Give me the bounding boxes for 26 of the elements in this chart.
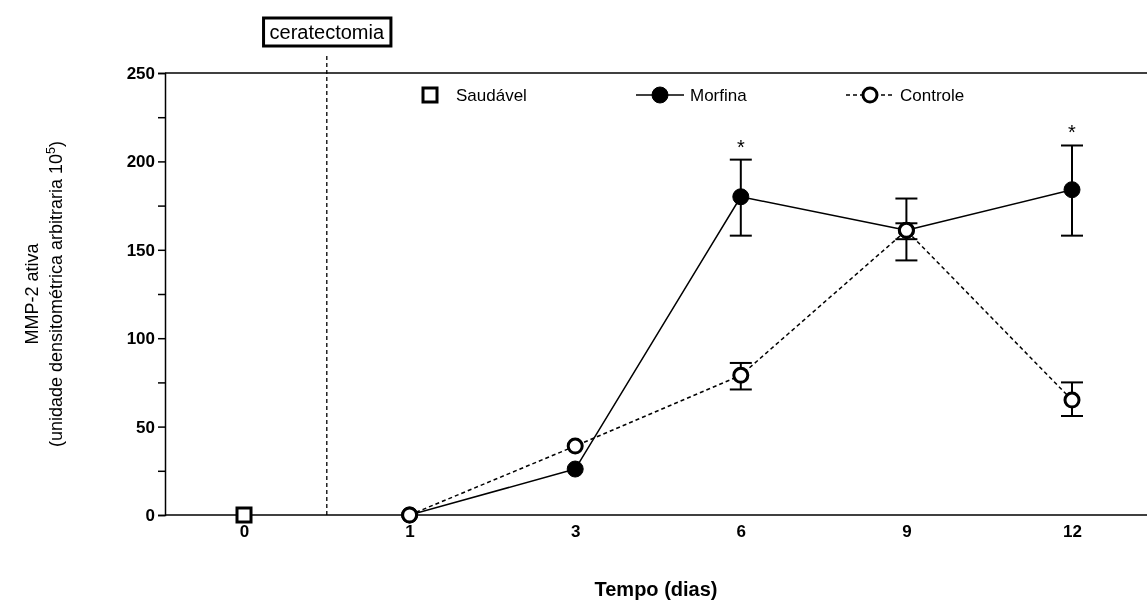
point	[732, 366, 750, 384]
legend-label: Saudável	[456, 86, 527, 105]
x-tick-label: 6	[736, 522, 747, 542]
x-tick-label: 0	[239, 522, 250, 542]
legend-label: Morfina	[690, 86, 748, 105]
y-tick-label: 250	[126, 63, 155, 83]
x-tick-label: 9	[902, 522, 912, 542]
x-tick-label: 12	[1063, 522, 1082, 542]
y-tick-label: 200	[126, 152, 155, 172]
point	[566, 437, 584, 455]
legend-label: Controle	[900, 86, 965, 105]
x-tick-label: 1	[405, 522, 415, 542]
x-axis-title: Tempo (dias)	[594, 578, 718, 600]
y-tick-label: 150	[126, 240, 155, 260]
point	[732, 188, 750, 206]
text: ceratectomia	[269, 21, 385, 43]
y-tick-label: 100	[126, 329, 155, 349]
annotation: *	[736, 135, 745, 158]
x-tick-label: 3	[570, 522, 581, 542]
point	[1063, 181, 1081, 199]
y-tick-label: 50	[136, 417, 155, 437]
point	[235, 506, 253, 524]
annotation: *	[1068, 121, 1077, 144]
point	[1063, 391, 1081, 409]
y-tick-label: 0	[145, 505, 155, 525]
point	[566, 460, 584, 478]
